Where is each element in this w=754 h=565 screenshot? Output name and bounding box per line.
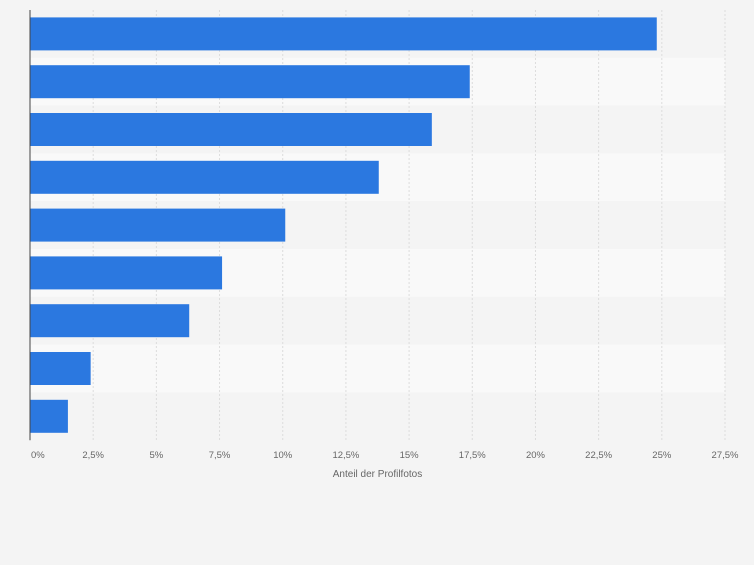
x-tick-label: 12,5% (332, 450, 359, 461)
x-tick-label: 5% (149, 450, 163, 461)
x-tick-label: 22,5% (585, 450, 612, 461)
x-tick-label: 25% (652, 450, 672, 461)
bar[interactable] (30, 160, 379, 194)
x-tick-labels: 0% 2,5% 5% 7,5% 10% 12,5% 15% 17,5% 20% 22,5% 25% 2… (31, 450, 739, 461)
x-tick-label: 20% (526, 450, 546, 461)
row-band (30, 344, 725, 393)
x-tick-label: 10% (273, 450, 293, 461)
bar[interactable] (30, 352, 91, 385)
bar[interactable] (30, 304, 190, 338)
bar[interactable] (30, 65, 470, 99)
x-tick-label: 0% (31, 450, 45, 461)
x-tick-label: 7,5% (209, 450, 231, 461)
x-tick-label: 2,5% (82, 450, 104, 461)
x-tick-label: 15% (400, 450, 420, 461)
row-band (30, 392, 725, 441)
bars (30, 17, 657, 433)
x-tick-label: 17,5% (459, 450, 486, 461)
bar[interactable] (30, 113, 432, 146)
x-axis-label: Anteil der Profilfotos (333, 469, 423, 480)
bar[interactable] (30, 256, 223, 290)
x-tick-label: 27,5% (712, 450, 739, 461)
bar[interactable] (30, 208, 286, 242)
bar[interactable] (30, 399, 68, 433)
bar[interactable] (30, 17, 657, 51)
